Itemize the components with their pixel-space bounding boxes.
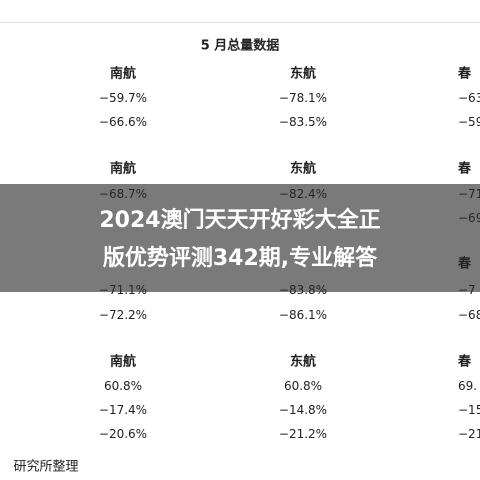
top-rule	[0, 22, 480, 23]
footer-note: 研究所整理	[13, 459, 79, 475]
column-header: 南航	[109, 66, 137, 82]
column-header: 南航	[109, 161, 137, 177]
column-header: 南航	[109, 354, 137, 370]
column-header: 东航	[289, 161, 317, 177]
cell: −59	[458, 115, 480, 129]
column-header: 春	[458, 66, 472, 82]
cell: −21.2%	[278, 427, 328, 441]
column-header: 春	[458, 161, 472, 177]
column-header: 东航	[289, 354, 317, 370]
cell: −59.7%	[98, 91, 148, 105]
column-header: 东航	[289, 66, 317, 82]
banner-line: 2024澳门天天开好彩大全正	[99, 208, 381, 233]
cell: −86.1%	[278, 308, 328, 322]
cell: −72.2%	[98, 308, 148, 322]
cell: −17.4%	[98, 403, 148, 417]
cell: 60.8%	[283, 379, 323, 393]
cell: −14.8%	[278, 403, 328, 417]
cell: −15	[458, 403, 480, 417]
cell: −66.6%	[98, 115, 148, 129]
cell: −78.1%	[278, 91, 328, 105]
column-header: 春	[458, 354, 472, 370]
cell: −21	[458, 427, 480, 441]
table-title: 5 月总量数据	[200, 38, 280, 54]
cell: −20.6%	[98, 427, 148, 441]
banner: 2024澳门天天开好彩大全正 版优势评测342期,专业解答	[0, 184, 480, 292]
cell: 60.8%	[103, 379, 143, 393]
banner-line: 版优势评测342期,专业解答	[102, 246, 378, 271]
cell: −63	[458, 91, 480, 105]
cell: 69.	[458, 379, 478, 393]
cell: −68	[458, 308, 480, 322]
cell: −83.5%	[278, 115, 328, 129]
